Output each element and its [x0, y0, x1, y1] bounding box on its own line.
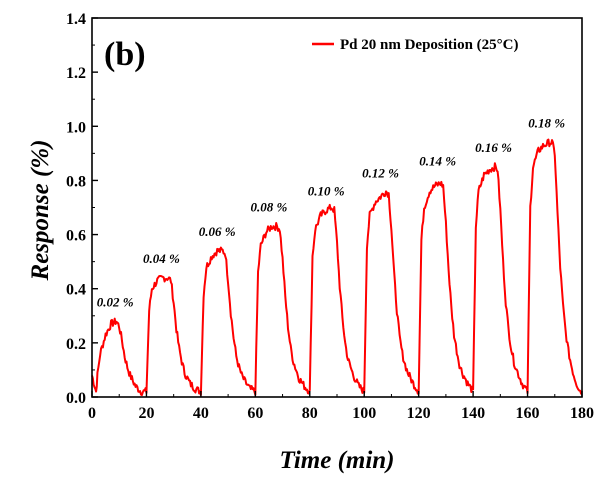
annotation-layer: 0.02 % 0.04 % 0.06 % 0.08 % 0.10 % 0.12 % 0.14… — [97, 116, 565, 310]
x-tick-label: 120 — [407, 405, 431, 422]
x-tick-label: 180 — [570, 405, 594, 422]
concentration-label: 0.10 % — [308, 183, 345, 198]
x-tick-label: 20 — [138, 405, 154, 422]
y-tick-label: 0.8 — [66, 173, 86, 190]
concentration-label: 0.04 % — [143, 251, 180, 266]
concentration-label: 0.08 % — [251, 200, 288, 215]
tick-layer: 0 20 40 60 80 100 120 140 160 180 0.0 0.2 0.4 0.6 0.8 1… — [66, 11, 594, 422]
y-tick-label: 1.2 — [66, 65, 86, 82]
y-tick-label: 0.4 — [66, 282, 86, 299]
x-tick-label: 140 — [461, 405, 485, 422]
y-axis-title: Response (%) — [27, 140, 54, 282]
y-tick-label: 0.0 — [66, 390, 86, 407]
y-tick-label: 1.4 — [66, 11, 86, 28]
concentration-label: 0.12 % — [362, 166, 399, 181]
x-axis-title: Time (min) — [279, 447, 394, 474]
x-tick-label: 40 — [193, 405, 209, 422]
x-tick-label: 100 — [352, 405, 376, 422]
x-tick-label: 160 — [516, 405, 540, 422]
concentration-label: 0.02 % — [97, 294, 134, 309]
x-tick-label: 80 — [302, 405, 318, 422]
x-tick-label: 60 — [247, 405, 263, 422]
concentration-label: 0.06 % — [199, 224, 236, 239]
concentration-label: 0.18 % — [528, 116, 565, 131]
plot-frame — [91, 17, 583, 398]
y-tick-label: 1.0 — [66, 119, 86, 136]
legend-label: Pd 20 nm Deposition (25°C) — [340, 37, 519, 53]
panel-label: (b) — [104, 36, 146, 73]
y-tick-label: 0.2 — [66, 336, 86, 353]
concentration-label: 0.16 % — [475, 140, 512, 155]
concentration-label: 0.14 % — [419, 154, 456, 169]
legend: Pd 20 nm Deposition (25°C) — [312, 37, 519, 53]
series-line-0 — [91, 138, 583, 397]
data-layer — [91, 138, 583, 397]
x-tick-label: 0 — [88, 405, 96, 422]
y-tick-label: 0.6 — [66, 228, 86, 245]
